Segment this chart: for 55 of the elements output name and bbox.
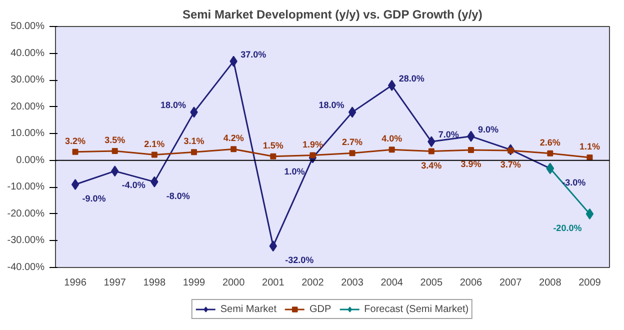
x-tick-label: 2001 [262, 278, 285, 288]
data-label: 2.7% [342, 137, 363, 148]
data-label: 2.1% [144, 138, 165, 149]
y-tick-label: -30.00% [7, 235, 45, 246]
data-label: -8.0% [166, 190, 190, 201]
x-tick-label: 2003 [341, 278, 364, 288]
data-label: 3.9% [460, 158, 482, 169]
x-tick-label: 2008 [539, 278, 562, 288]
x-tick-label: 2000 [222, 278, 246, 288]
data-label: 3.7% [500, 159, 521, 170]
legend-label: Forecast (Semi Market) [364, 303, 469, 315]
data-label: 3.2% [65, 136, 86, 146]
y-tick-label: 20.00% [10, 101, 45, 112]
legend-label: Semi Market [220, 303, 276, 315]
x-tick-label: 2007 [499, 278, 522, 288]
data-label: 28.0% [398, 73, 424, 84]
data-label: 4.0% [382, 134, 402, 144]
data-label: 1.1% [579, 141, 600, 152]
data-label: -3.0% [562, 177, 586, 188]
y-tick-label: -10.00% [7, 182, 45, 193]
data-label: 1.5% [262, 140, 284, 150]
x-tick-label: 1996 [64, 278, 87, 288]
y-tick-label: 30.00% [10, 74, 45, 86]
y-tick-label: -40.00% [7, 262, 45, 273]
x-tick-label: 2009 [578, 278, 602, 288]
chart-title: Semi Market Development (y/y) vs. GDP Growth (y/y) [182, 8, 482, 22]
y-tick-label: 40.00% [10, 48, 45, 59]
data-label: 7.0% [438, 130, 459, 140]
data-label: -4.0% [122, 180, 146, 190]
data-label: 3.1% [184, 136, 204, 146]
x-tick-label: 1997 [104, 278, 126, 288]
data-label: 1.9% [302, 139, 323, 150]
data-label: 4.2% [223, 133, 244, 144]
x-tick-label: 2004 [380, 278, 404, 288]
x-tick-label: 2006 [460, 278, 483, 288]
y-tick-label: -20.00% [7, 208, 45, 220]
legend-label: GDP [309, 303, 332, 315]
data-label: 9.0% [478, 124, 499, 134]
data-label: 37.0% [240, 49, 266, 60]
data-label: 18.0% [160, 100, 186, 110]
data-label: 3.4% [421, 160, 442, 170]
data-label: 3.5% [104, 135, 126, 146]
x-tick-label: 2002 [302, 278, 324, 288]
data-label: -20.0% [553, 222, 582, 233]
y-tick-label: 0.00% [16, 154, 45, 166]
data-label: -9.0% [82, 193, 106, 204]
y-tick-label: 10.00% [10, 128, 45, 140]
data-label: 18.0% [318, 100, 344, 110]
x-tick-label: 2005 [420, 278, 443, 288]
y-tick-label: 50.00% [10, 21, 45, 32]
data-label: 2.6% [540, 137, 560, 148]
data-label: -32.0% [285, 255, 314, 266]
x-tick-label: 1998 [143, 278, 166, 288]
data-label: 1.0% [284, 166, 305, 177]
x-tick-label: 1999 [182, 278, 206, 288]
